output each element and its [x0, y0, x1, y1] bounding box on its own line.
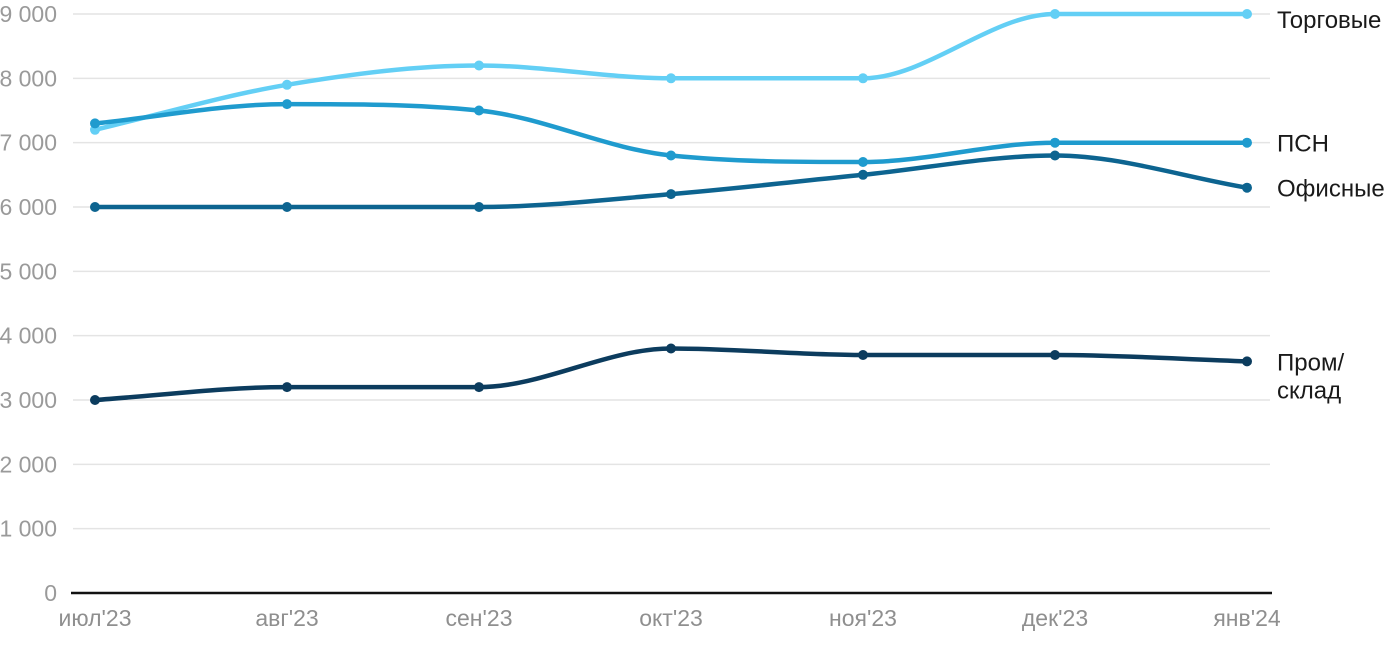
- series-point-Пром/склад: [90, 395, 100, 405]
- series-point-Торговые: [1242, 9, 1252, 19]
- series-label-Офисные: Офисные: [1277, 176, 1385, 203]
- series-point-Пром/склад: [858, 350, 868, 360]
- series-line-Пром/склад: [92, 346, 1250, 403]
- series-point-Офисные: [474, 202, 484, 212]
- series-point-Офисные: [1050, 150, 1060, 161]
- series-point-Пром/склад: [666, 343, 676, 354]
- y-axis-tick-label: 8 000: [0, 65, 57, 91]
- series-point-Офисные: [282, 202, 292, 212]
- series-point-ПСН: [474, 105, 484, 116]
- series-point-Торговые: [474, 60, 484, 71]
- series-point-Офисные: [858, 169, 868, 180]
- x-axis-tick-label: ноя'23: [829, 605, 897, 631]
- x-axis-tick-label: дек'23: [1022, 605, 1088, 631]
- x-axis-tick-label: янв'24: [1213, 605, 1281, 631]
- series-label-ПСН: ПСН: [1277, 131, 1329, 158]
- series-line-Офисные: [92, 153, 1250, 210]
- x-axis-tick-label: июл'23: [59, 605, 132, 631]
- series-point-Офисные: [90, 202, 100, 212]
- y-axis-tick-label: 0: [44, 580, 57, 606]
- y-axis-tick-label: 4 000: [0, 323, 57, 349]
- series-point-Торговые: [858, 73, 868, 84]
- series-label-Пром/склад: Пром/: [1277, 349, 1344, 376]
- series-point-ПСН: [90, 118, 100, 129]
- x-axis-tick-label: сен'23: [446, 605, 513, 631]
- series-line-Торговые: [92, 11, 1250, 133]
- series-point-Торговые: [1050, 9, 1060, 19]
- series-point-ПСН: [666, 150, 676, 161]
- series-point-Пром/склад: [474, 382, 484, 393]
- series-point-Пром/склад: [1050, 350, 1060, 360]
- series-point-Пром/склад: [282, 382, 292, 393]
- series-point-ПСН: [1050, 137, 1060, 148]
- y-axis-tick-label: 1 000: [0, 516, 57, 542]
- y-axis-tick-label: 2 000: [0, 451, 57, 477]
- y-axis-tick-label: 3 000: [0, 387, 57, 413]
- x-axis-tick-label: окт'23: [639, 605, 703, 631]
- series-point-ПСН: [282, 99, 292, 110]
- y-axis-tick-label: 5 000: [0, 258, 57, 284]
- x-axis-tick-label: авг'23: [255, 605, 318, 631]
- series-point-Пром/склад: [1242, 356, 1252, 367]
- series-point-Торговые: [666, 73, 676, 84]
- series-point-ПСН: [858, 157, 868, 167]
- series-point-ПСН: [1242, 137, 1252, 148]
- series-point-Торговые: [282, 79, 292, 90]
- series-label-Пром/склад: склад: [1277, 377, 1341, 404]
- series-label-Торговые: Торговые: [1277, 7, 1381, 34]
- y-axis-tick-label: 7 000: [0, 130, 57, 156]
- series-point-Офисные: [1242, 182, 1252, 193]
- y-axis-tick-label: 6 000: [0, 194, 57, 220]
- series-point-Офисные: [666, 189, 676, 200]
- y-axis-tick-label: 9 000: [0, 1, 57, 27]
